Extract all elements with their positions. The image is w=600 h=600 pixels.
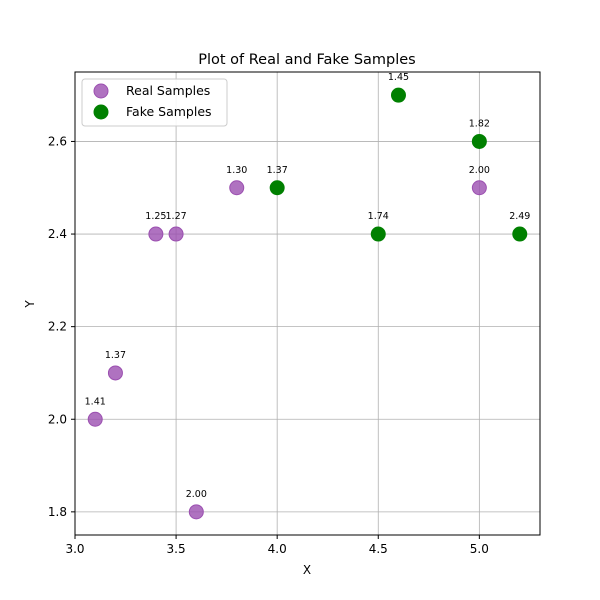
real-samples-point xyxy=(148,226,164,242)
x-tick-label: 3.0 xyxy=(65,542,84,556)
fake-samples-point xyxy=(512,226,528,242)
legend-box xyxy=(81,78,228,127)
real-samples-point-label: 1.41 xyxy=(85,396,106,407)
real-samples-point xyxy=(168,226,184,242)
legend-marker-real-samples xyxy=(93,83,109,99)
fake-samples-point-label: 1.37 xyxy=(267,165,288,176)
legend-entry-real-samples: Real Samples xyxy=(126,83,210,98)
real-samples-point-label: 1.30 xyxy=(226,165,247,176)
y-tick-label: 1.8 xyxy=(48,505,67,519)
y-axis-ticks: 1.8 2.0 2.2 2.4 2.6 xyxy=(48,134,75,519)
real-samples-point xyxy=(107,365,123,381)
x-tick-label: 3.5 xyxy=(167,542,186,556)
fake-samples-point-label: 1.45 xyxy=(388,72,409,83)
x-tick-label: 4.0 xyxy=(268,542,287,556)
real-samples-point-label: 1.25 xyxy=(145,211,166,222)
y-tick-label: 2.2 xyxy=(48,320,67,334)
real-samples-point-label: 1.27 xyxy=(166,211,187,222)
fake-samples-point-label: 1.74 xyxy=(368,211,389,222)
chart-title: Plot of Real and Fake Samples xyxy=(198,52,416,68)
fake-samples-point xyxy=(471,133,487,149)
fake-samples-point-label: 2.49 xyxy=(509,211,530,222)
points-layer xyxy=(87,87,528,520)
legend-marker-fake-samples xyxy=(93,104,109,120)
real-samples-point xyxy=(87,411,103,427)
fake-samples-point xyxy=(390,87,406,103)
real-samples-point-label: 1.37 xyxy=(105,350,126,361)
y-axis-label: Y xyxy=(23,300,37,309)
y-tick-label: 2.0 xyxy=(48,412,67,426)
x-axis-label: X xyxy=(303,563,311,577)
point-labels-layer: 1.41 1.37 1.25 1.27 2.00 1.30 2.00 1.37 1.74 1.45… xyxy=(85,72,531,500)
fake-samples-point xyxy=(370,226,386,242)
real-samples-point xyxy=(188,504,204,520)
plot-frame xyxy=(74,71,541,536)
fake-samples-point-label: 1.82 xyxy=(469,118,490,129)
real-samples-point xyxy=(471,180,487,196)
y-tick-label: 2.4 xyxy=(48,227,67,241)
real-samples-point-label: 2.00 xyxy=(186,489,207,500)
grid-layer xyxy=(74,72,540,535)
legend-entry-fake-samples: Fake Samples xyxy=(126,104,212,119)
fake-samples-point xyxy=(269,180,285,196)
x-tick-label: 5.0 xyxy=(470,542,489,556)
x-axis-ticks: 3.0 3.5 4.0 4.5 5.0 xyxy=(65,535,489,556)
legend: Real Samples Fake Samples xyxy=(81,78,228,127)
real-samples-point xyxy=(229,180,245,196)
x-tick-label: 4.5 xyxy=(369,542,388,556)
y-tick-label: 2.6 xyxy=(48,134,67,148)
real-samples-point-label: 2.00 xyxy=(469,165,490,176)
